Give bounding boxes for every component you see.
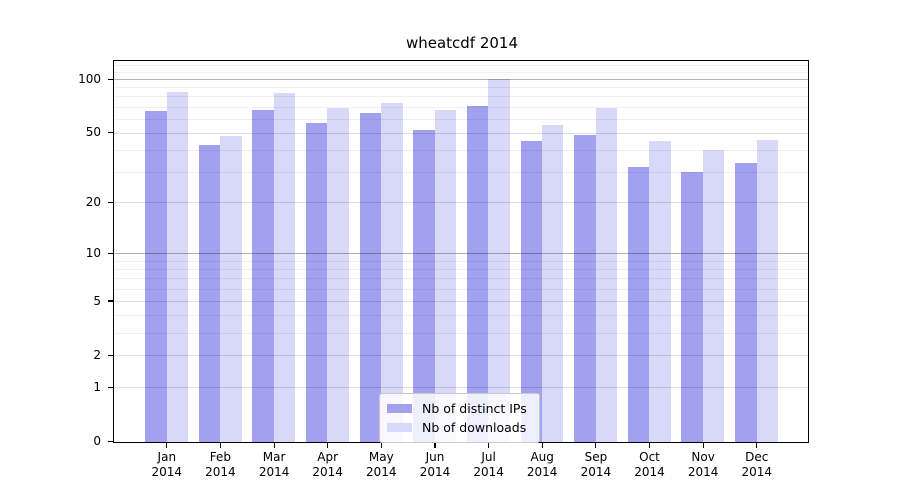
legend-label-distinct-ips: Nb of distinct IPs [422,400,527,416]
x-tick-label-may: May 2014 [366,450,397,479]
bar-apr-distinct-ips [305,123,328,442]
y-tick-label-10: 10 [85,245,101,260]
bar-mar-downloads [273,93,296,442]
bar-dec-downloads [756,139,778,442]
y-tick-label-50: 50 [85,125,101,140]
gridline-medium [114,387,808,388]
bar-aug-distinct-ips [520,141,542,442]
legend-swatch-distinct-ips [387,403,412,414]
x-tick-nov [702,443,704,448]
gridline-minor [114,149,808,151]
x-tick-jun [434,443,436,448]
bar-jul-downloads [488,78,510,442]
y-tick-label-5: 5 [93,293,101,308]
bar-jul-distinct-ips [466,106,489,442]
y-tick-label-100: 100 [78,71,101,86]
gridline-minor [114,171,808,173]
x-tick-jul [488,443,490,448]
bar-sep-distinct-ips [574,134,596,442]
y-tick-label-1: 1 [93,379,101,394]
y-tick-label-20: 20 [85,195,101,210]
x-tick-label-jun: Jun 2014 [419,450,451,479]
bar-jan-distinct-ips [145,110,167,442]
x-tick-label-nov: Nov 2014 [687,450,719,479]
gridline-major [114,79,808,80]
y-tick-20 [108,202,113,204]
y-tick-label-2: 2 [93,347,101,362]
bar-feb-downloads [220,136,242,442]
y-tick-2 [108,354,113,356]
gridline-minor [114,87,808,89]
x-tick-label-apr: Apr 2014 [312,450,343,479]
gridline-minor [114,278,808,280]
gridline-minor [114,315,808,316]
bar-may-distinct-ips [359,113,382,442]
x-tick-aug [541,443,543,448]
x-tick-label-jan: Jan 2014 [151,450,183,479]
bar-oct-distinct-ips [627,167,650,442]
bar-mar-distinct-ips [252,109,274,442]
x-tick-label-feb: Feb 2014 [205,450,236,479]
gridline-medium [114,132,808,134]
bar-oct-downloads [649,141,671,442]
gridline-medium [114,355,808,357]
x-tick-mar [273,443,275,448]
legend-label-downloads: Nb of downloads [422,419,527,435]
bar-jun-distinct-ips [413,130,435,442]
y-tick-10 [108,252,113,254]
bar-apr-downloads [327,108,349,442]
bar-sep-downloads [595,108,618,442]
bar-jun-downloads [434,109,457,442]
x-tick-label-jul: Jul 2014 [473,450,504,479]
y-tick-1 [108,386,113,388]
bar-nov-distinct-ips [681,172,703,442]
x-tick-oct [648,443,651,448]
legend-entry-distinct-ips: Nb of distinct IPs [387,399,527,418]
gridline-major [114,253,808,255]
gridline-minor [114,268,808,270]
bar-nov-downloads [702,150,725,442]
gridline-medium [114,300,808,302]
bar-dec-distinct-ips [735,162,757,442]
y-tick-label-0: 0 [93,434,101,449]
y-tick-50 [108,132,113,134]
x-tick-label-mar: Mar 2014 [258,450,290,479]
bar-jan-downloads [166,92,188,442]
legend-entry-downloads: Nb of downloads [387,418,527,437]
gridline-minor [114,64,808,66]
gridline-minor [114,288,808,290]
x-tick-label-dec: Dec 2014 [741,450,773,479]
legend: Nb of distinct IPs Nb of downloads [379,393,540,443]
gridline-minor [114,106,808,108]
y-tick-100 [108,78,113,80]
x-tick-sep [595,443,597,448]
plot-area [113,60,809,443]
gridline-minor [114,96,808,98]
chart-title: wheatcdf 2014 [405,34,519,52]
y-tick-5 [108,300,113,302]
bar-feb-distinct-ips [198,144,221,442]
gridline-medium [114,202,808,204]
gridline-minor [114,71,808,73]
x-tick-feb [219,443,221,448]
bar-may-downloads [381,103,403,442]
x-tick-jan [166,443,168,448]
x-tick-label-aug: Aug 2014 [526,450,558,479]
x-tick-may [380,443,382,448]
gridline-minor [114,332,808,334]
x-tick-label-oct: Oct 2014 [634,450,665,479]
x-tick-label-sep: Sep 2014 [580,450,612,479]
y-tick-0 [108,441,113,443]
gridline-minor [114,260,808,262]
gridline-minor [114,118,808,120]
x-tick-dec [756,443,758,448]
x-tick-apr [327,443,329,448]
bar-aug-downloads [541,124,564,442]
legend-swatch-downloads [387,422,412,433]
